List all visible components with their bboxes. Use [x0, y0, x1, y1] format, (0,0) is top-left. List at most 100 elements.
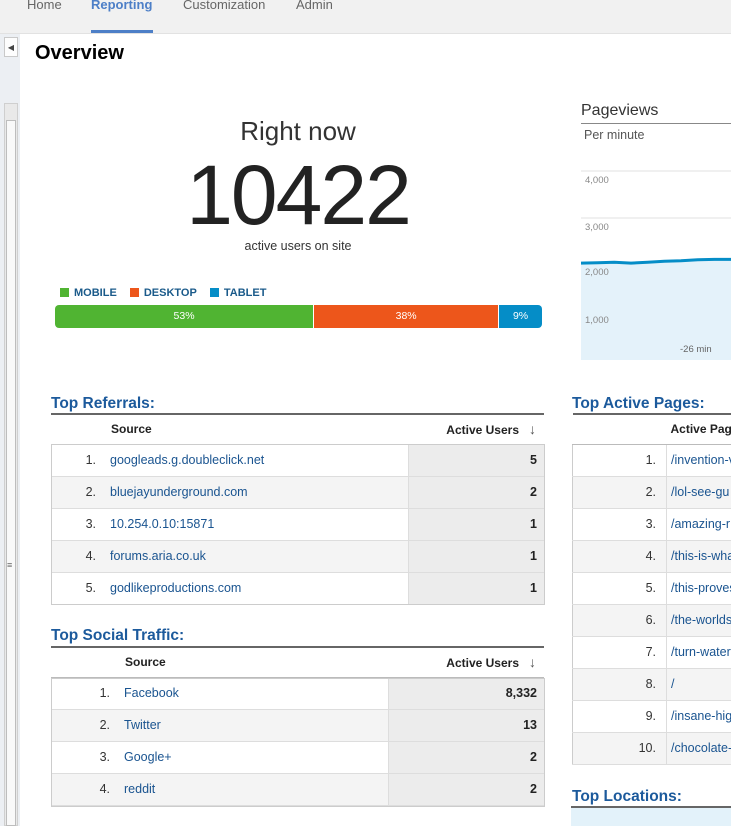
- row-link-cell: Twitter: [117, 709, 388, 742]
- col-active-users[interactable]: Active Users ↓: [408, 413, 544, 445]
- legend-mobile: MOBILE: [60, 287, 117, 299]
- grip-icon: ≡: [7, 560, 13, 570]
- page-link[interactable]: /amazing-r: [671, 517, 731, 531]
- pageviews-line: [581, 257, 731, 265]
- page-link[interactable]: /: [671, 677, 675, 691]
- table-row: 6. /the-worlds: [572, 604, 731, 637]
- row-number: 4.: [572, 540, 667, 573]
- top-nav: Home Reporting Customization Admin: [0, 0, 731, 34]
- legend-swatch: [60, 288, 69, 297]
- pageviews-subtitle: Per minute: [584, 128, 645, 142]
- col-source[interactable]: Source: [117, 646, 388, 678]
- row-link-cell: forums.aria.co.uk: [103, 540, 408, 573]
- row-link-cell: /turn-water: [666, 636, 731, 669]
- source-link[interactable]: forums.aria.co.uk: [110, 549, 206, 563]
- source-link[interactable]: bluejayunderground.com: [110, 485, 248, 499]
- row-number: 1.: [51, 677, 117, 710]
- table-header: Active Pag: [572, 413, 731, 445]
- table-row: 2. Twitter 13: [51, 709, 544, 742]
- active-users-caption: active users on site: [244, 239, 352, 253]
- table-row: 10. /chocolate-: [572, 732, 731, 765]
- active-users-value: 1: [407, 572, 544, 605]
- source-link[interactable]: godlikeproductions.com: [110, 581, 242, 595]
- table-row: 4. forums.aria.co.uk 1: [51, 540, 544, 573]
- active-users-value: 13: [387, 709, 544, 742]
- pageviews-title: Pageviews: [581, 102, 659, 119]
- page-link[interactable]: /this-proves: [671, 581, 731, 595]
- source-link[interactable]: Google+: [124, 750, 172, 764]
- table-row: 2. bluejayunderground.com 2: [51, 476, 544, 509]
- divider: [581, 123, 731, 124]
- table-row: 5. /this-proves: [572, 572, 731, 605]
- row-number: 2.: [572, 476, 667, 509]
- row-link-cell: /the-worlds: [666, 604, 731, 637]
- page-link[interactable]: /insane-hig: [671, 709, 731, 723]
- row-link-cell: /this-proves: [666, 572, 731, 605]
- col-active-users[interactable]: Active Users ↓: [388, 646, 544, 678]
- page-link[interactable]: /invention-v: [671, 453, 731, 467]
- x-tick-label: -26 min: [680, 344, 712, 355]
- table-row: 3. /amazing-r: [572, 508, 731, 541]
- row-number: 1.: [51, 444, 103, 477]
- row-number: 10.: [572, 732, 667, 765]
- scrollbar-thumb[interactable]: [6, 120, 16, 826]
- row-number: 2.: [51, 709, 117, 742]
- row-link-cell: /invention-v: [666, 444, 731, 477]
- source-link[interactable]: Facebook: [124, 686, 179, 700]
- page-link[interactable]: /the-worlds: [671, 613, 731, 627]
- pageviews-area: [581, 259, 731, 360]
- col-active-page[interactable]: Active Pag: [666, 413, 731, 445]
- row-number: 7.: [572, 636, 667, 669]
- y-tick-label: 4,000: [585, 175, 609, 186]
- tab-home[interactable]: Home: [27, 0, 62, 12]
- legend-desktop: DESKTOP: [129, 287, 197, 299]
- top-social-title: Top Social Traffic:: [51, 627, 185, 644]
- segment-mobile[interactable]: 53%: [55, 305, 314, 328]
- tab-reporting[interactable]: Reporting: [91, 0, 153, 33]
- table-header: Source Active Users ↓: [51, 413, 544, 445]
- table-header: Source Active Users ↓: [51, 646, 544, 678]
- row-link-cell: /this-is-wha: [666, 540, 731, 573]
- page-link[interactable]: /lol-see-gu: [671, 485, 730, 499]
- source-link[interactable]: 10.254.0.10:15871: [110, 517, 215, 531]
- source-link[interactable]: googleads.g.doubleclick.net: [110, 453, 265, 467]
- active-users-value: 1: [407, 508, 544, 541]
- page-title: Overview: [35, 42, 124, 64]
- segment-tablet[interactable]: 9%: [498, 305, 542, 328]
- device-share-bar: 53% 38% 9%: [55, 305, 542, 328]
- row-number: 5.: [51, 572, 103, 605]
- right-now-label: Right now: [240, 116, 356, 146]
- top-social-table: Source Active Users ↓ 1. Facebook 8,332 2. Tw…: [51, 646, 544, 806]
- active-users-value: 2: [407, 476, 544, 509]
- page-link[interactable]: /this-is-wha: [671, 549, 731, 563]
- chevron-left-icon: ◀: [7, 43, 15, 52]
- segment-desktop[interactable]: 38%: [313, 305, 499, 328]
- row-link-cell: reddit: [117, 773, 388, 806]
- source-link[interactable]: reddit: [124, 782, 156, 796]
- col-source[interactable]: Source: [103, 413, 408, 445]
- tab-admin[interactable]: Admin: [296, 0, 333, 12]
- table-row: 8. /: [572, 668, 731, 701]
- row-link-cell: /: [666, 668, 731, 701]
- y-tick-label: 1,000: [585, 315, 609, 326]
- col-number: [572, 413, 667, 445]
- page-link[interactable]: /chocolate-: [671, 741, 731, 755]
- active-users-value: 2: [387, 773, 544, 806]
- row-number: 3.: [51, 741, 117, 774]
- pageviews-chart: 4,000 3,000 2,000 1,000 -26 min: [581, 170, 731, 360]
- row-link-cell: /amazing-r: [666, 508, 731, 541]
- row-link-cell: /chocolate-: [666, 732, 731, 765]
- table-row: 3. 10.254.0.10:15871 1: [51, 508, 544, 541]
- y-tick-label: 3,000: [585, 222, 609, 233]
- row-number: 3.: [572, 508, 667, 541]
- top-referrals-title: Top Referrals:: [51, 395, 155, 412]
- row-number: 6.: [572, 604, 667, 637]
- row-number: 3.: [51, 508, 103, 541]
- tab-customization[interactable]: Customization: [183, 0, 266, 12]
- page-link[interactable]: /turn-water: [671, 645, 731, 659]
- row-number: 1.: [572, 444, 667, 477]
- col-number: [51, 646, 117, 678]
- legend-swatch: [129, 288, 139, 297]
- collapse-sidebar-button[interactable]: ◀: [4, 37, 18, 57]
- source-link[interactable]: Twitter: [124, 718, 161, 732]
